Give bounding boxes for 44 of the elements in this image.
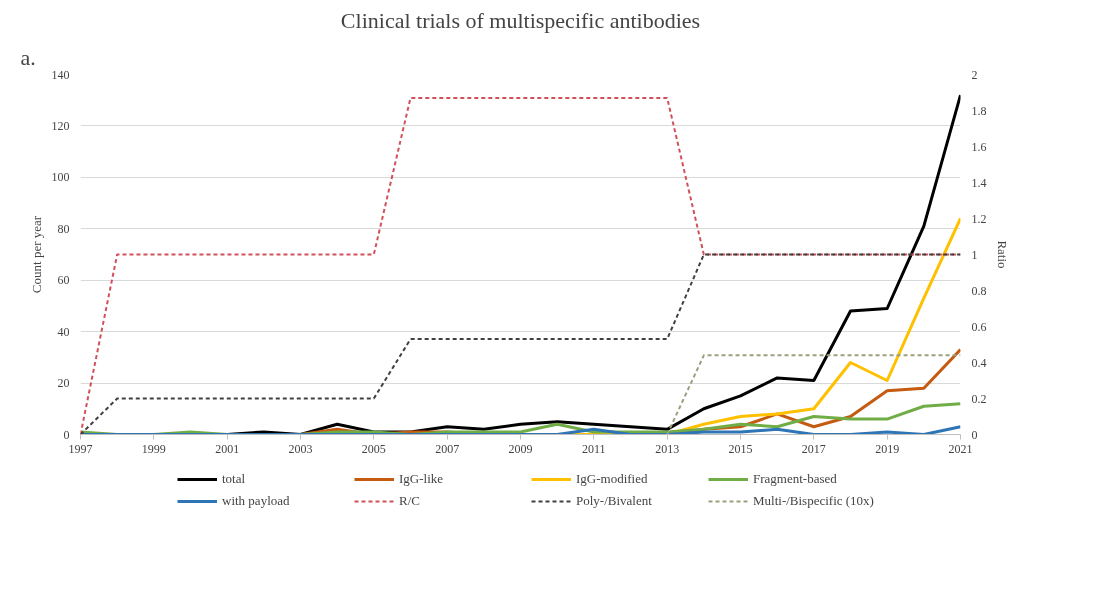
x-tick-label: 1997 [68,441,93,456]
x-tick-label: 2001 [215,441,240,456]
x-tick-label: 2015 [728,441,753,456]
y-tick-label: 140 [51,67,70,82]
legend-label: IgG-like [399,471,445,487]
x-tick-label: 2005 [361,441,386,456]
legend-label: Poly-/Bivalent [576,493,653,509]
y-tick-label: 120 [51,118,70,133]
x-tick-label: 2017 [801,441,826,456]
y-tick-label: 0 [63,427,70,442]
y2-tick-label: 1.2 [971,211,987,226]
y2-tick-label: 0.2 [971,391,987,406]
chart-title: Clinical trials of multispecific antibodies [340,7,701,33]
x-tick-label: 2013 [655,441,680,456]
legend-label: R/C [399,493,421,509]
legend-label: IgG-modified [576,471,649,487]
legend-label: Multi-/Bispecific (10x) [753,493,875,509]
y2-tick-label: 1.6 [971,139,987,154]
y-tick-label: 40 [57,324,70,339]
x-tick-label: 2007 [435,441,460,456]
y-tick-label: 80 [57,221,70,236]
y2-tick-label: 1.4 [971,175,987,190]
y2-tick-label: 0 [971,427,978,442]
legend-label: with payload [222,493,291,509]
y2-tick-label: 1 [971,247,978,262]
x-tick-label: 1999 [141,441,166,456]
y2-tick-label: 2 [971,67,978,82]
x-tick-label: 2003 [288,441,313,456]
y-tick-label: 60 [57,273,70,288]
legend-label: Fragment-based [753,471,838,487]
y2-tick-label: 0.8 [971,283,987,298]
y-tick-label: 100 [51,170,70,185]
x-tick-label: 2011 [582,441,606,456]
text: a. [20,44,36,70]
y-axis-title: Count per year [28,215,44,294]
y2-tick-label: 1.8 [971,103,987,118]
y-tick-label: 20 [57,376,70,391]
x-tick-label: 2009 [508,441,533,456]
x-tick-label: 2019 [875,441,900,456]
legend-label: total [222,471,247,487]
x-tick-label: 2021 [948,441,973,456]
y2-tick-label: 0.6 [971,319,987,334]
y2-tick-label: 0.4 [971,355,987,370]
y2-axis-title: Ratio [994,240,1010,269]
